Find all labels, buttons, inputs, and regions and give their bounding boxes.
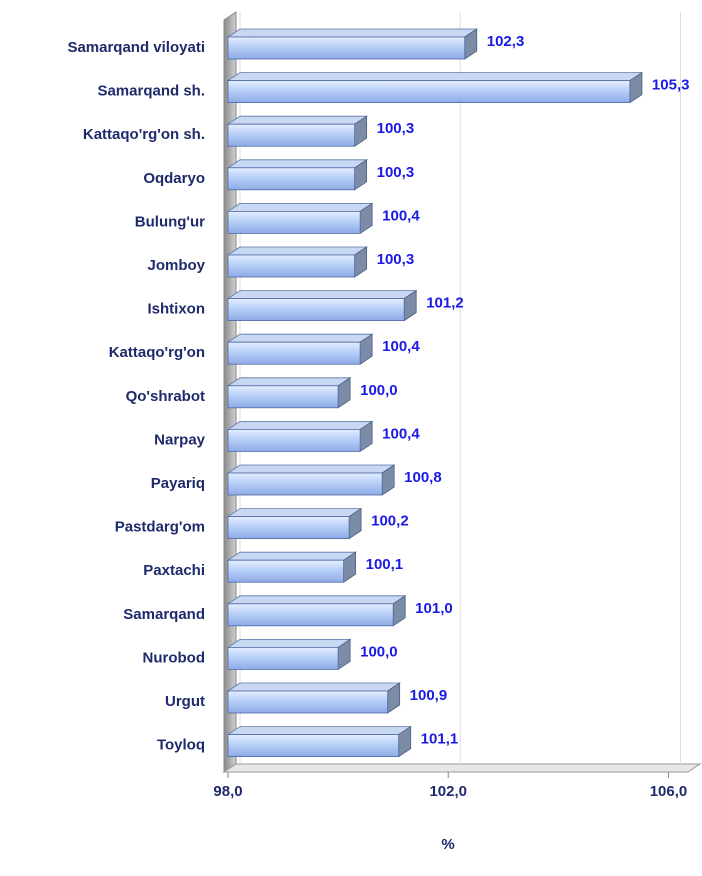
y-tick-label: Payariq <box>151 475 205 492</box>
y-tick-label: Pastdarg'om <box>115 519 205 536</box>
bar <box>226 638 352 671</box>
bar-front <box>227 516 350 539</box>
value-label: 100,0 <box>360 382 398 399</box>
bar-top <box>226 551 357 561</box>
bar <box>226 246 368 278</box>
bar-top <box>226 159 368 169</box>
bar-front <box>227 210 361 234</box>
value-label: 101,2 <box>426 295 464 312</box>
bar <box>226 71 644 104</box>
value-label: 105,3 <box>652 77 690 94</box>
bar-front <box>227 734 400 757</box>
y-tick-label: Urgut <box>165 693 205 710</box>
value-label: 100,4 <box>382 207 420 224</box>
bar <box>226 420 374 453</box>
bar <box>226 725 413 758</box>
bar <box>226 377 352 409</box>
y-tick-label: Qo'shrabot <box>126 388 205 405</box>
y-tick-label: Kattaqo'rg'on sh. <box>83 126 205 143</box>
y-tick-label: Samarqand viloyati <box>67 39 205 56</box>
bar <box>226 115 368 147</box>
value-label: 101,1 <box>421 731 459 748</box>
floor <box>222 763 702 773</box>
y-tick-label: Narpay <box>154 431 206 448</box>
bar-top <box>226 246 368 256</box>
bar-top <box>226 508 363 517</box>
value-label: 100,3 <box>377 251 415 268</box>
bar-top <box>226 639 352 648</box>
bar-front <box>227 36 466 60</box>
bar-front <box>227 167 356 191</box>
bar <box>226 595 407 627</box>
bar-front <box>227 341 361 365</box>
bar-top <box>226 682 401 692</box>
bar-front <box>227 603 394 627</box>
y-tick-label: Oqdaryo <box>143 170 205 187</box>
bar-top <box>226 726 413 735</box>
value-label: 100,9 <box>410 687 448 704</box>
bar <box>226 28 479 60</box>
y-tick-label: Nurobod <box>143 649 205 666</box>
bar <box>226 682 401 714</box>
bar-top <box>226 72 644 81</box>
value-label: 100,3 <box>377 120 415 137</box>
bar-top <box>226 333 374 343</box>
bar-top <box>226 202 374 212</box>
x-axis-label: % <box>441 836 454 853</box>
value-label: 102,3 <box>487 33 525 50</box>
y-tick-label: Kattaqo'rg'on <box>109 344 205 361</box>
bar-top <box>226 464 396 474</box>
x-tick-label: 98,0 <box>213 783 242 800</box>
bar-front <box>227 254 356 278</box>
y-tick-label: Paxtachi <box>143 562 205 579</box>
bar-front <box>227 385 339 409</box>
bar-front <box>227 559 345 583</box>
bar-front <box>227 647 339 670</box>
bar <box>226 289 418 322</box>
bar <box>226 159 368 191</box>
bar-front <box>227 298 405 322</box>
bar <box>226 507 363 540</box>
value-label: 100,3 <box>377 164 415 181</box>
bar-front <box>227 690 389 714</box>
bar-front <box>227 80 631 103</box>
y-tick-label: Jomboy <box>147 257 205 274</box>
value-label: 101,0 <box>415 600 453 617</box>
bar-top <box>226 28 479 38</box>
value-label: 100,2 <box>371 513 409 530</box>
x-tick-label: 102,0 <box>429 783 467 800</box>
value-label: 100,1 <box>366 556 404 573</box>
y-tick-label: Samarqand sh. <box>97 83 205 100</box>
bar <box>226 464 396 496</box>
bar-front <box>227 472 383 496</box>
y-tick-label: Toyloq <box>157 737 205 754</box>
bar-top <box>226 595 407 605</box>
bar-top <box>226 377 352 387</box>
bar <box>226 551 357 583</box>
y-tick-label: Ishtixon <box>147 301 205 318</box>
x-tick-label: 106,0 <box>650 783 688 800</box>
y-tick-label: Bulung'ur <box>135 213 205 230</box>
value-label: 100,8 <box>404 469 442 486</box>
bar-front <box>227 123 356 147</box>
bar-front <box>227 428 361 452</box>
bar <box>226 202 374 235</box>
bar-top <box>226 290 418 300</box>
y-tick-label: Samarqand <box>123 606 205 623</box>
value-label: 100,4 <box>382 338 420 355</box>
bar-top <box>226 115 368 125</box>
value-label: 100,4 <box>382 425 420 442</box>
bar-top <box>226 420 374 430</box>
bar <box>226 333 374 365</box>
value-label: 100,0 <box>360 643 398 660</box>
